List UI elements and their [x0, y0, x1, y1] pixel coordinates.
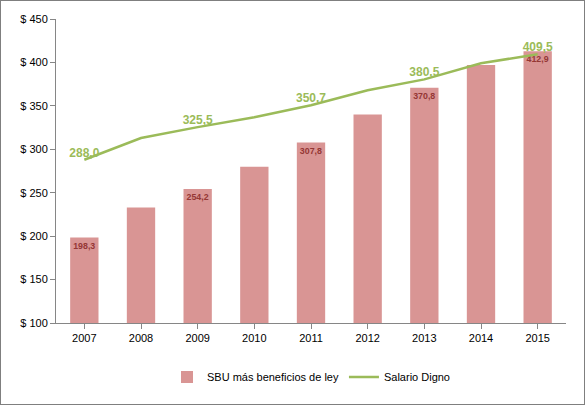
svg-text:Salario Digno: Salario Digno — [384, 371, 450, 383]
svg-text:$ 250: $ 250 — [20, 187, 48, 199]
svg-text:325,5: 325,5 — [183, 113, 213, 127]
svg-text:288,0: 288,0 — [69, 146, 99, 160]
svg-text:254,2: 254,2 — [187, 192, 209, 202]
svg-text:370,8: 370,8 — [413, 91, 435, 101]
svg-text:409,5: 409,5 — [523, 40, 553, 54]
svg-text:2012: 2012 — [355, 332, 379, 344]
svg-text:$ 200: $ 200 — [20, 230, 48, 242]
svg-text:380,5: 380,5 — [409, 65, 439, 79]
svg-text:$ 450: $ 450 — [20, 13, 48, 25]
svg-text:2008: 2008 — [129, 332, 153, 344]
svg-text:2015: 2015 — [525, 332, 549, 344]
svg-text:198,3: 198,3 — [73, 241, 95, 251]
svg-text:350,7: 350,7 — [296, 91, 326, 105]
svg-text:2010: 2010 — [242, 332, 266, 344]
svg-text:SBU más beneficios de ley: SBU más beneficios de ley — [207, 371, 339, 383]
svg-text:2009: 2009 — [185, 332, 209, 344]
svg-text:$ 400: $ 400 — [20, 56, 48, 68]
svg-text:2007: 2007 — [72, 332, 96, 344]
svg-text:2011: 2011 — [299, 332, 323, 344]
svg-text:412,9: 412,9 — [527, 54, 549, 64]
svg-text:$ 300: $ 300 — [20, 143, 48, 155]
svg-text:$ 100: $ 100 — [20, 317, 48, 329]
svg-text:2014: 2014 — [469, 332, 493, 344]
svg-text:307,8: 307,8 — [300, 146, 322, 156]
svg-text:2013: 2013 — [412, 332, 436, 344]
svg-text:$ 150: $ 150 — [20, 273, 48, 285]
svg-text:$ 350: $ 350 — [20, 100, 48, 112]
